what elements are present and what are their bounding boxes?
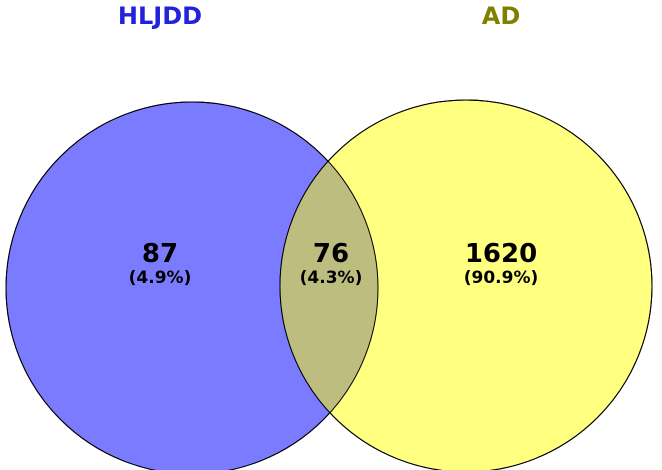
left-only-count: 87 xyxy=(142,239,178,269)
overlap-count: 76 xyxy=(313,239,349,269)
overlap-percent: (4.3%) xyxy=(300,268,363,288)
ad-set-label: AD xyxy=(482,2,521,30)
hljdd-circle-outline xyxy=(5,101,379,470)
hljdd-set-label: HLJDD xyxy=(118,2,202,30)
left-only-percent: (4.9%) xyxy=(129,268,192,288)
right-only-percent: (90.9%) xyxy=(464,268,539,288)
right-only-count: 1620 xyxy=(465,239,537,269)
ad-circle-outline xyxy=(279,99,653,470)
